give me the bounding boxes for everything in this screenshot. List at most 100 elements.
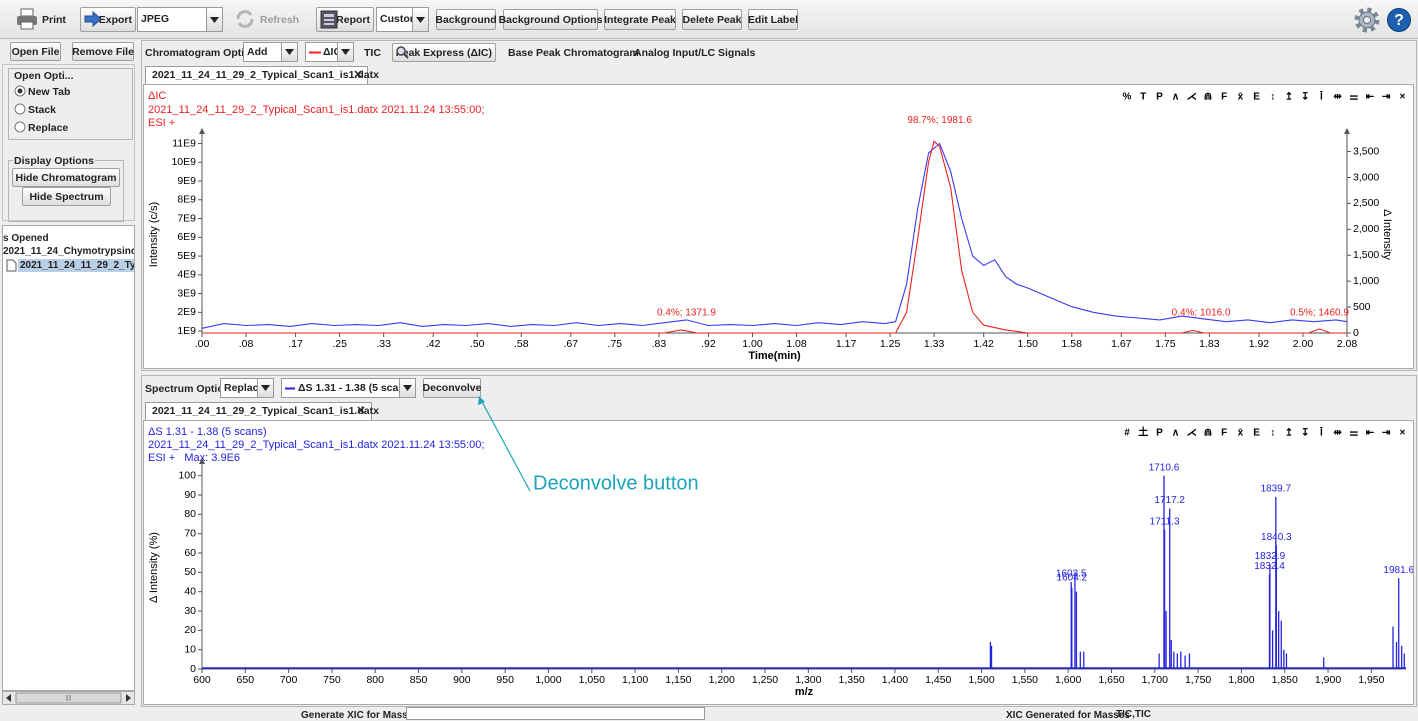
masses-input[interactable] [406, 707, 705, 720]
chart-tool[interactable]: ⋒ [1204, 92, 1212, 103]
mode-value: Add [247, 46, 268, 58]
delete-peak-button[interactable]: Delete Peak [682, 9, 742, 30]
chart-tool[interactable]: ⋌ [1187, 428, 1197, 439]
chart-tool[interactable]: P [1156, 428, 1163, 439]
print-button[interactable]: Print [42, 14, 66, 26]
radio-stack[interactable] [14, 103, 26, 115]
chart-tool[interactable]: ⚌ [1349, 92, 1358, 103]
x-tick-label: 900 [453, 674, 471, 686]
analog-signals-button[interactable]: Analog Input/LC Signals [634, 47, 756, 59]
chart-tool[interactable]: ↥ [1285, 428, 1293, 439]
combo-arrow [412, 8, 428, 31]
chart-tool[interactable]: x̄ [1238, 428, 1244, 439]
chart-tool[interactable]: ↧ [1301, 92, 1309, 103]
horizontal-scrollbar[interactable] [2, 691, 135, 705]
deconvolve-button[interactable]: Deconvolve [423, 378, 481, 398]
x-tick-label: 1,450 [925, 674, 951, 686]
help-button[interactable]: ? [1386, 7, 1412, 33]
x-tick-label: 1.08 [786, 338, 807, 350]
radio-label: Stack [28, 104, 57, 116]
y2-axis-label: Δ Intensity [1381, 209, 1393, 260]
background-options-button[interactable]: Background Options [499, 9, 602, 30]
tic-button[interactable]: TIC [364, 47, 381, 59]
hide-spectrum-button[interactable]: Hide Spectrum [22, 187, 111, 206]
peak-label: 0.4%; 1371.9 [657, 308, 716, 319]
x-tick-label: 1,750 [1185, 674, 1211, 686]
radio-new-tab[interactable] [14, 85, 26, 97]
chart-tool[interactable]: F [1221, 428, 1227, 439]
chart-tool[interactable]: ∧ [1172, 428, 1179, 439]
chart-tool[interactable]: E [1253, 428, 1260, 439]
axis-arrow [199, 458, 205, 464]
spectrum-tab[interactable]: 2021_11_24_11_29_2_Typical_Scan1_is1.dat… [145, 402, 379, 420]
trace-value: ΔIC [323, 46, 342, 58]
tab-close[interactable] [357, 406, 365, 414]
edit-label-button[interactable]: Edit Label [748, 9, 798, 30]
refresh-button[interactable]: Refresh [260, 14, 300, 26]
chart-tool[interactable]: E [1253, 92, 1260, 103]
chart-tool[interactable]: # [1124, 428, 1130, 439]
chart-tool[interactable]: 土 [1138, 426, 1148, 439]
chart-tool[interactable]: ∧ [1172, 92, 1179, 103]
chart-tool[interactable]: × [1399, 92, 1405, 103]
y2-tick-label: 3,500 [1353, 145, 1379, 157]
spectrum-range-combo[interactable]: ΔS 1.31 - 1.38 (5 scans) [281, 378, 416, 398]
background-button[interactable]: Background [435, 9, 497, 30]
chart-tool[interactable]: ⋒ [1204, 428, 1212, 439]
chart-tool[interactable]: x̄ [1238, 92, 1244, 103]
open-file-button[interactable]: Open File [10, 42, 61, 61]
axis-arrow [1344, 128, 1350, 134]
y-tick-label: 9E9 [177, 175, 196, 187]
chart-tool[interactable]: ⇥ [1382, 92, 1391, 103]
chart-tool[interactable]: ↧ [1301, 428, 1309, 439]
remove-file-button[interactable]: Remove File [72, 42, 134, 61]
folder-item[interactable]: 2021_11_24_Chymotrypsinoge [3, 246, 135, 257]
y-tick-label: 50 [184, 566, 196, 578]
chart-tool[interactable]: ⚌ [1349, 428, 1358, 439]
integrate-peak-button[interactable]: Integrate Peak [604, 9, 676, 30]
chart-tool[interactable]: Ī [1319, 427, 1323, 439]
chart-tool[interactable]: ⇥ [1382, 428, 1391, 439]
base-peak-button[interactable]: Base Peak Chromatogram [508, 47, 639, 59]
peak-express-button[interactable]: Peak Express (ΔIC) [392, 43, 496, 62]
x-tick-label: 2.00 [1293, 338, 1314, 350]
combo-arrow [281, 43, 297, 61]
chart-tool[interactable]: F [1221, 92, 1227, 103]
format-combo[interactable]: JPEG [137, 7, 223, 32]
chart-tool[interactable]: ⇹ [1333, 92, 1342, 103]
radio-ring [14, 121, 26, 133]
options-panel [2, 64, 135, 221]
trace-combo[interactable]: ΔIC [305, 42, 354, 62]
chart-tool[interactable]: % [1123, 92, 1132, 103]
radio-replace[interactable] [14, 121, 26, 133]
chart-tool[interactable]: ↕ [1270, 92, 1275, 103]
tab-close[interactable] [354, 70, 362, 78]
x-tick-label: .50 [470, 338, 485, 350]
report-mode-combo[interactable]: Custom [376, 7, 429, 32]
y-tick-label: 6E9 [177, 231, 196, 243]
chart-tool[interactable]: ⇤ [1366, 428, 1375, 439]
spectrum-options-label: Spectrum Options [145, 383, 237, 395]
spectrum-mode-combo[interactable]: Replace [220, 378, 274, 398]
chart-tool[interactable]: P [1156, 92, 1163, 103]
x-tick-label: 850 [410, 674, 428, 686]
chromatogram-mode-combo[interactable]: Add [243, 42, 298, 62]
magnifier-icon [396, 46, 409, 59]
chart-tool[interactable]: ↥ [1285, 92, 1293, 103]
y-axis-label: Intensity (c/s) [148, 202, 160, 267]
chart-tool[interactable]: ↕ [1270, 428, 1275, 439]
file-item[interactable]: 2021_11_24_11_29_2_Typ [18, 259, 134, 272]
y-tick-label: 10E9 [171, 156, 196, 168]
chart-tool[interactable]: ⇹ [1333, 428, 1342, 439]
settings-button[interactable] [1354, 7, 1380, 33]
radio-label: Replace [28, 122, 69, 134]
chart-tool[interactable]: × [1399, 428, 1405, 439]
chart-tool[interactable]: T [1140, 92, 1146, 103]
chart-tool[interactable]: ⋌ [1187, 92, 1197, 103]
hide-chromatogram-button[interactable]: Hide Chromatogram [12, 168, 120, 187]
y2-tick-label: 0 [1353, 327, 1359, 339]
chart-tool[interactable]: ⇤ [1366, 92, 1375, 103]
chart-tool[interactable]: Ī [1319, 91, 1323, 103]
chromatogram-tab[interactable]: 2021_11_24_11_29_2_Typical_Scan1_is1.dat… [145, 66, 379, 84]
report-icon [320, 10, 338, 29]
